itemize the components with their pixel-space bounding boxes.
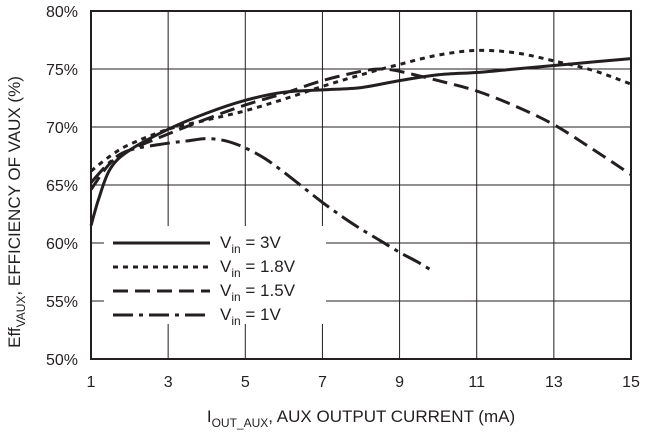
legend-label: Vin = 3V xyxy=(220,233,282,256)
y-axis-label: EffVAUX, EFFICIENCY OF VAUX (%) xyxy=(5,76,28,348)
y-tick-label: 60% xyxy=(46,236,78,253)
x-tick-label: 13 xyxy=(545,374,563,391)
legend-label: Vin = 1.8V xyxy=(220,257,296,280)
x-tick-label: 11 xyxy=(468,374,485,391)
plot-frame xyxy=(90,10,632,360)
x-tick-label: 1 xyxy=(87,374,96,391)
y-tick-label: 55% xyxy=(46,294,78,311)
legend-label: Vin = 1.5V xyxy=(220,281,296,304)
x-axis-label: IOUT_AUX, AUX OUTPUT CURRENT (mA) xyxy=(207,407,515,430)
y-tick-label: 75% xyxy=(46,62,78,79)
series-line-2 xyxy=(90,48,632,173)
x-tick-label: 3 xyxy=(164,374,173,391)
series-line-3 xyxy=(89,67,632,191)
y-tick-label: 50% xyxy=(46,352,78,369)
x-tick-label: 15 xyxy=(622,374,640,391)
y-tick-label: 65% xyxy=(46,178,78,195)
x-tick-label: 9 xyxy=(395,374,404,391)
y-tick-labels: 50% 55% 60% 65% 70% 75% 80% xyxy=(46,4,78,369)
x-tick-labels: 1 3 5 7 9 11 13 15 xyxy=(87,374,640,391)
legend-label: Vin = 1V xyxy=(220,305,282,328)
y-tick-label: 70% xyxy=(46,120,78,137)
x-tick-label: 7 xyxy=(318,374,327,391)
series-line-1 xyxy=(89,57,632,227)
x-tick-label: 5 xyxy=(241,374,250,391)
series-line-4 xyxy=(89,137,436,274)
series-lines xyxy=(89,48,632,274)
y-tick-label: 80% xyxy=(46,4,78,21)
